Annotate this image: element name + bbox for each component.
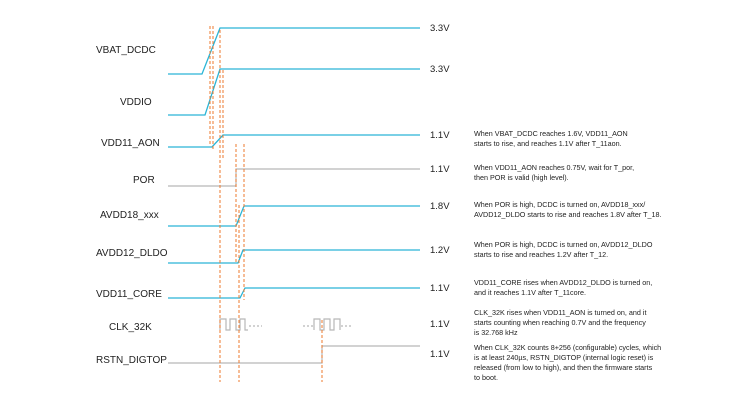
voltage-label-clk-32k: 1.1V: [430, 319, 450, 330]
note-line: When CLK_32K counts 8+256 (configurable)…: [474, 343, 662, 352]
voltage-label-vdd11-core: 1.1V: [430, 283, 450, 294]
note-line: then POR is valid (high level).: [474, 173, 569, 182]
voltage-label-por: 1.1V: [430, 164, 450, 175]
vddio-waveform: [168, 68, 420, 116]
note-por: When VDD11_AON reaches 0.75V, wait for T…: [474, 163, 744, 183]
vbat-dcdc-waveform: [168, 27, 420, 75]
note-vdd11-aon: When VBAT_DCDC reaches 1.6V, VDD11_AON s…: [474, 129, 744, 149]
timing-markers: [209, 26, 323, 382]
note-avdd12: When POR is high, DCDC is turned on, AVD…: [474, 240, 744, 260]
note-line: released (from low to high), and then th…: [474, 363, 653, 372]
note-line: is 32.768 kHz: [474, 328, 518, 337]
clk-32k-burst-1: [219, 318, 248, 331]
note-line: to boot.: [474, 373, 498, 382]
avdd12-waveform: [168, 249, 420, 264]
avdd18-waveform: [168, 205, 420, 227]
note-rstn-digtop: When CLK_32K counts 8+256 (configurable)…: [474, 343, 744, 383]
voltage-label-vddio: 3.3V: [430, 64, 450, 75]
signal-label-clk-32k: CLK_32K: [109, 322, 152, 333]
note-avdd18: When POR is high, DCDC is turned on, AVD…: [474, 200, 744, 220]
voltage-label-vbat-dcdc: 3.3V: [430, 23, 450, 34]
note-line: starts to rise, and reaches 1.1V after T…: [474, 139, 622, 148]
por-waveform: [168, 168, 420, 187]
signal-label-vdd11-aon: VDD11_AON: [101, 138, 160, 149]
rstn-digtop-waveform: [168, 345, 420, 364]
note-line: When POR is high, DCDC is turned on, AVD…: [474, 240, 653, 249]
note-line: When POR is high, DCDC is turned on, AVD…: [474, 200, 646, 209]
vdd11-core-waveform: [168, 287, 420, 299]
note-line: CLK_32K rises when VDD11_AON is turned o…: [474, 308, 647, 317]
voltage-label-avdd18: 1.8V: [430, 201, 450, 212]
voltage-label-rstn-digtop: 1.1V: [430, 349, 450, 360]
note-line: starts to rise and reaches 1.2V after T_…: [474, 250, 609, 259]
signal-label-vddio: VDDIO: [120, 97, 152, 108]
signal-label-por: POR: [133, 175, 155, 186]
voltage-label-vdd11-aon: 1.1V: [430, 130, 450, 141]
signal-label-vbat-dcdc: VBAT_DCDC: [96, 45, 156, 56]
note-line: starts counting when reaching 0.7V and t…: [474, 318, 646, 327]
note-line: When VDD11_AON reaches 0.75V, wait for T…: [474, 163, 635, 172]
signal-label-rstn-digtop: RSTN_DIGTOP: [96, 355, 167, 366]
note-line: and it reaches 1.1V after T_11core.: [474, 288, 587, 297]
signal-label-avdd18: AVDD18_xxx: [100, 210, 159, 221]
vdd11-aon-waveform: [168, 134, 420, 148]
clk-32k-burst-2: [313, 318, 341, 331]
note-line: VDD11_CORE rises when AVDD12_DLDO is tur…: [474, 278, 653, 287]
voltage-label-avdd12: 1.2V: [430, 245, 450, 256]
note-line: When VBAT_DCDC reaches 1.6V, VDD11_AON: [474, 129, 628, 138]
signal-label-avdd12: AVDD12_DLDO: [96, 248, 168, 259]
note-vdd11-core: VDD11_CORE rises when AVDD12_DLDO is tur…: [474, 278, 744, 298]
note-clk-32k: CLK_32K rises when VDD11_AON is turned o…: [474, 308, 744, 338]
note-line: AVDD12_DLDO starts to rise and reaches 1…: [474, 210, 662, 219]
note-line: is at least 240µs, RSTN_DIGTOP (internal…: [474, 353, 654, 362]
signal-label-vdd11-core: VDD11_CORE: [96, 289, 162, 300]
